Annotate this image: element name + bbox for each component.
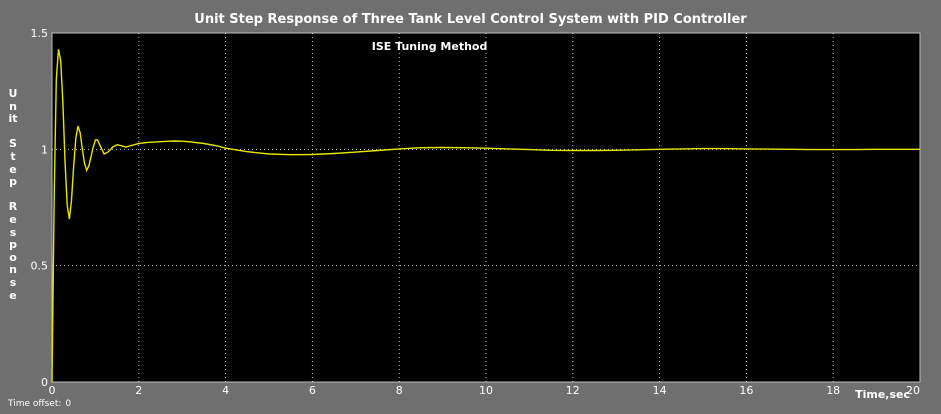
x-tick-label: 2 — [135, 384, 142, 397]
x-tick-label: 14 — [653, 384, 667, 397]
x-tick-label: 0 — [49, 384, 56, 397]
x-axis-label: Time,sec — [855, 388, 910, 401]
x-tick-label: 4 — [222, 384, 229, 397]
x-tick-label: 18 — [826, 384, 840, 397]
x-tick-label: 6 — [309, 384, 316, 397]
y-axis-label: U n it S t e p R e s p o n s e — [8, 87, 18, 302]
chart-title: Unit Step Response of Three Tank Level C… — [194, 12, 747, 27]
y-tick-label: 0.5 — [31, 260, 49, 273]
series-line — [51, 49, 920, 383]
y-tick-label: 0 — [41, 376, 48, 389]
y-tick-label: 1.5 — [31, 27, 49, 40]
time-offset: Time offset: 0 — [4, 399, 71, 409]
x-tick-label: 16 — [739, 384, 753, 397]
x-tick-label: 8 — [396, 384, 403, 397]
y-tick-label: 1 — [41, 143, 48, 156]
time-offset-label: Time offset: — [8, 399, 62, 409]
chart-subtitle: ISE Tuning Method — [372, 40, 488, 53]
time-offset-value: 0 — [65, 399, 72, 409]
x-tick-label: 12 — [566, 384, 580, 397]
plot-background — [51, 32, 921, 383]
x-tick-label: 20 — [906, 384, 920, 397]
x-tick-label: 10 — [479, 384, 493, 397]
